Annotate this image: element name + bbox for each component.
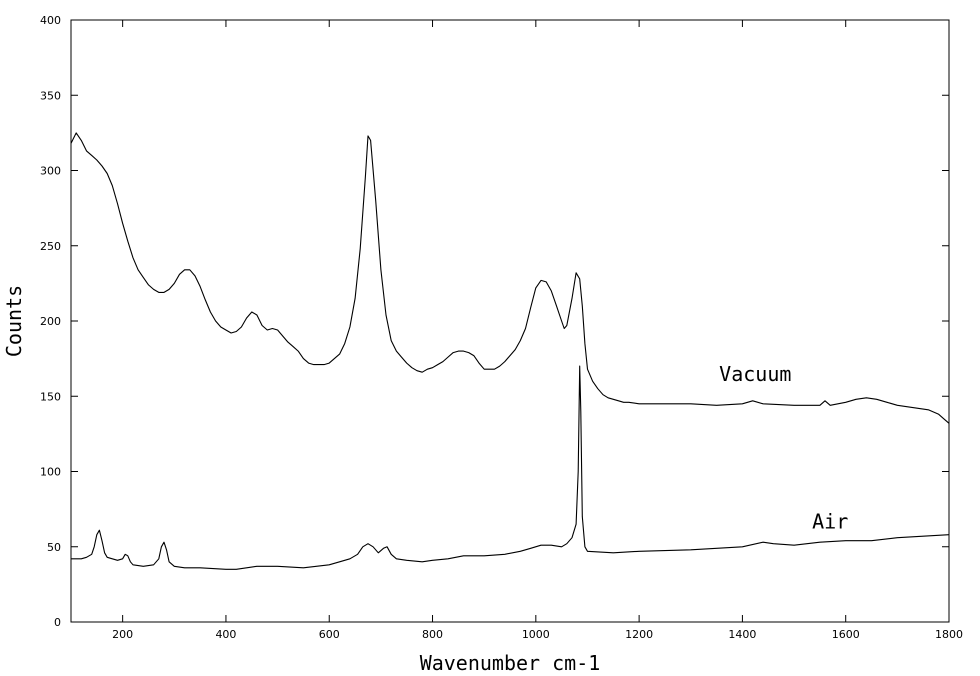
- x-tick-label: 400: [215, 628, 236, 641]
- series-line-air: [71, 365, 950, 570]
- series-line-vacuum: [70, 132, 950, 424]
- x-tick-label: 1000: [522, 628, 550, 641]
- y-tick-label: 250: [40, 240, 61, 253]
- x-tick-label: 1600: [832, 628, 860, 641]
- y-axis: 0 50 100 150 200 250 300 350 400: [40, 14, 949, 629]
- series-label-air: Air: [812, 510, 848, 534]
- x-tick-label: 600: [319, 628, 340, 641]
- y-tick-label: 300: [40, 165, 61, 178]
- y-tick-label: 100: [40, 466, 61, 479]
- y-tick-label: 150: [40, 390, 61, 403]
- y-tick-label: 400: [40, 14, 61, 27]
- x-tick-label: 800: [422, 628, 443, 641]
- y-tick-label: 350: [40, 89, 61, 102]
- x-tick-label: 1800: [935, 628, 963, 641]
- x-tick-label: 1400: [728, 628, 756, 641]
- y-tick-label: 50: [47, 541, 61, 554]
- series-layer: [70, 132, 950, 570]
- x-tick-label: 200: [112, 628, 133, 641]
- series-label-vacuum: Vacuum: [719, 362, 791, 386]
- x-tick-label: 1200: [625, 628, 653, 641]
- y-tick-label: 200: [40, 315, 61, 328]
- annotation-layer: Vacuum Air: [719, 362, 848, 533]
- y-axis-title: Counts: [2, 285, 26, 357]
- y-tick-label: 0: [54, 616, 61, 629]
- x-axis-title: Wavenumber cm-1: [420, 651, 601, 675]
- x-axis: 200 400 600 800 1000 1200 1400 1600 1800: [112, 20, 963, 641]
